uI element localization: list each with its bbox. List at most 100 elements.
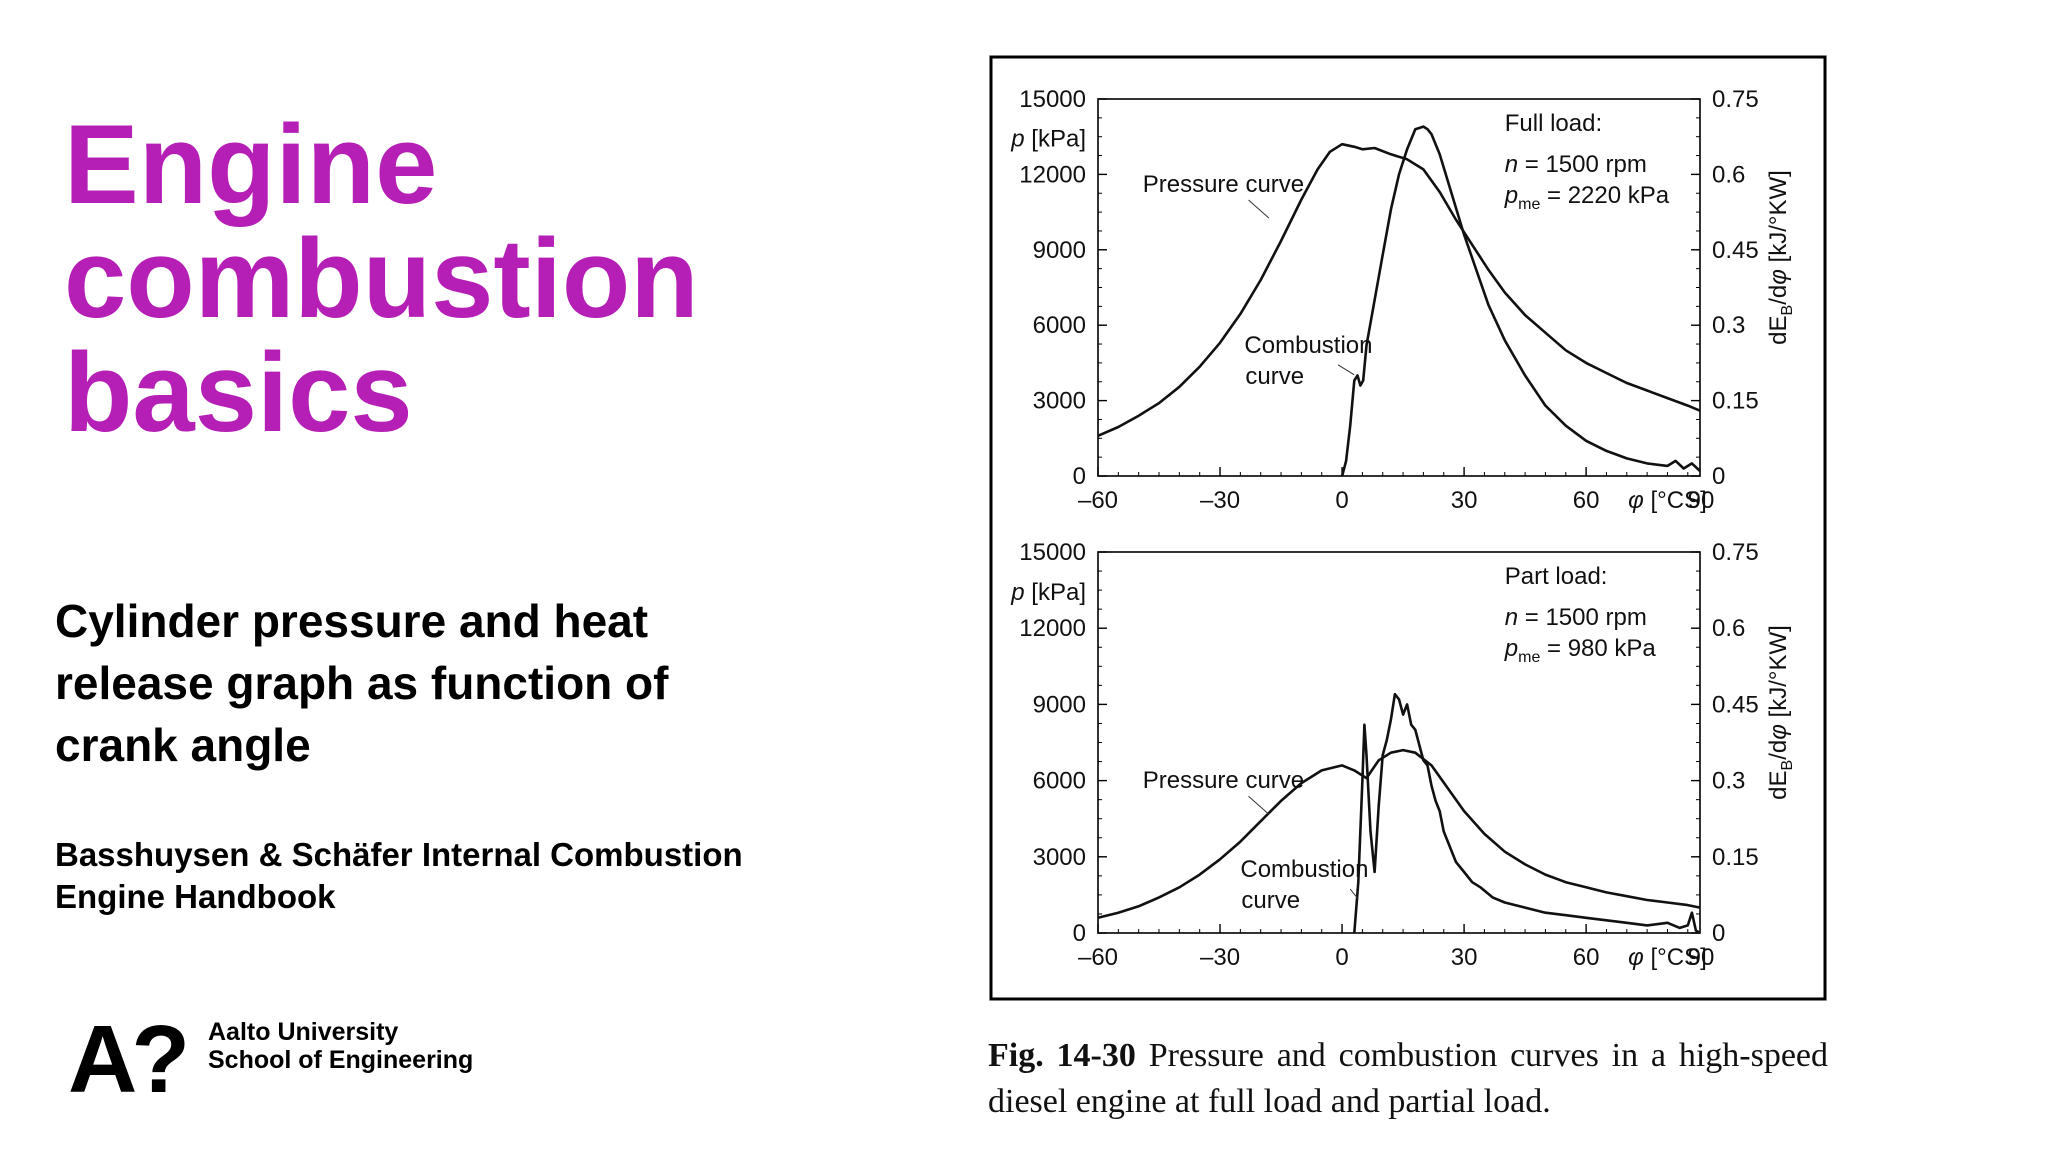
- y-left-tick-label: 12000: [1019, 615, 1086, 642]
- figure: –60 –30 0 30 60 φ [°CS]9003000600090001200015…: [989, 55, 1827, 1001]
- x-end-tick-label: 90: [1688, 944, 1715, 971]
- x-tick-label: –60: [1078, 944, 1118, 971]
- combustion-curve-label: curve: [1241, 887, 1300, 914]
- speed-value: = 1500 rpm: [1518, 151, 1647, 178]
- logo-text: Aalto University School of Engineering: [208, 1018, 473, 1074]
- y-right-axis-label: dEB/dφ [kJ/°KW]: [1765, 170, 1796, 345]
- combustion-curve-line: [1340, 125, 1701, 477]
- speed-annotation: n = 1500 rpm: [1505, 604, 1647, 631]
- x-end-tick-label: 90: [1688, 487, 1715, 514]
- y-right-tick-label: 0.6: [1712, 615, 1745, 642]
- y-right-tick-label: 0.3: [1712, 768, 1745, 795]
- y-left-tick-label: 15000: [1019, 86, 1086, 113]
- y-left-tick-label: 0: [1073, 920, 1086, 947]
- y-right-axis-subscript: B: [1779, 760, 1796, 771]
- y-left-axis-unit: [kPa]: [1025, 125, 1086, 152]
- y-left-axis-label: p [kPa]: [1010, 579, 1086, 606]
- y-right-axis-unit: [kJ/°KW]: [1765, 625, 1792, 724]
- reference-line: Engine Handbook: [55, 878, 336, 915]
- y-right-axis-slash: /d: [1765, 740, 1792, 760]
- combustion-curve-label: Combustion: [1244, 332, 1372, 359]
- y-left-tick-label: 6000: [1033, 312, 1086, 339]
- pressure-curve-label: Pressure curve: [1143, 767, 1304, 794]
- x-axis-symbol: φ: [1628, 487, 1644, 514]
- speed-annotation: n = 1500 rpm: [1505, 151, 1647, 178]
- speed-variable: n: [1505, 604, 1518, 631]
- y-right-axis-numerator: dE: [1765, 315, 1792, 344]
- y-right-tick-label: 0.15: [1712, 844, 1759, 871]
- y-right-tick-label: 0.15: [1712, 388, 1759, 415]
- source-reference: Basshuysen & Schäfer Internal Combustion…: [55, 834, 815, 918]
- y-left-tick-label: 12000: [1019, 161, 1086, 188]
- x-axis-unit: [°CS]: [1644, 944, 1707, 971]
- y-right-axis-unit: [kJ/°KW]: [1765, 170, 1792, 269]
- pressure-label-leader: [1248, 795, 1270, 815]
- combustion-curve-label: Combustion: [1240, 856, 1368, 883]
- y-right-tick-label: 0.3: [1712, 312, 1745, 339]
- mean-pressure-value: = 980 kPa: [1540, 635, 1656, 662]
- figure-frame: [989, 55, 1827, 1001]
- x-axis-label: φ [°CS]: [1628, 487, 1707, 514]
- combustion-label-leader: [1349, 888, 1359, 900]
- y-right-tick-label: 0.45: [1712, 237, 1759, 264]
- y-left-axis-label: p [kPa]: [1010, 125, 1086, 152]
- combustion-curve-label: curve: [1245, 363, 1304, 390]
- subtitle-line: Cylinder pressure and heat: [55, 595, 649, 647]
- logo-university: Aalto University: [208, 1018, 399, 1046]
- mean-pressure-variable: p: [1504, 182, 1518, 209]
- x-tick-label: 60: [1573, 487, 1600, 514]
- caption-figure-number: Fig. 14-30: [988, 1037, 1136, 1074]
- title-line: basics: [64, 330, 413, 455]
- aalto-logo: A?: [68, 1018, 188, 1096]
- x-axis-unit: [°CS]: [1644, 487, 1707, 514]
- y-right-axis-subscript: B: [1779, 305, 1796, 316]
- y-right-axis-symbol: φ: [1765, 724, 1792, 740]
- y-right-axis-label: dEB/dφ [kJ/°KW]: [1765, 625, 1796, 800]
- title-line: combustion: [64, 216, 699, 341]
- slide-title: Engine combustion basics: [64, 108, 699, 450]
- load-heading: Full load:: [1505, 110, 1602, 137]
- y-left-tick-label: 3000: [1033, 388, 1086, 415]
- y-left-tick-label: 6000: [1033, 768, 1086, 795]
- logo-school: School of Engineering: [208, 1046, 474, 1074]
- caption-text: Pressure and combustion curves in a high…: [988, 1037, 1829, 1120]
- y-right-axis-numerator: dE: [1765, 770, 1792, 799]
- x-tick-label: –30: [1200, 487, 1240, 514]
- y-left-tick-label: 15000: [1019, 539, 1086, 566]
- pressure-curve-line: [1097, 142, 1701, 437]
- part-load-chart: –60 –30 0 30 60 φ [°CS]9003000600090001200015…: [1010, 539, 1796, 971]
- combustion-label-leader: [1337, 364, 1355, 376]
- y-right-tick-label: 0.75: [1712, 86, 1759, 113]
- mean-pressure-value: = 2220 kPa: [1540, 182, 1669, 209]
- x-axis-symbol: φ: [1628, 944, 1644, 971]
- y-right-tick-label: 0.45: [1712, 691, 1759, 718]
- y-right-axis-symbol: φ: [1765, 269, 1792, 285]
- y-right-tick-label: 0.6: [1712, 161, 1745, 188]
- figure-caption: Fig. 14-30 Pressure and combustion curve…: [988, 1033, 1828, 1125]
- mean-pressure-subscript: me: [1518, 649, 1540, 666]
- subtitle-line: crank angle: [55, 719, 311, 771]
- y-right-tick-label: 0: [1712, 920, 1725, 947]
- mean-pressure-annotation: pme = 980 kPa: [1504, 635, 1657, 666]
- y-right-tick-label: 0.75: [1712, 539, 1759, 566]
- y-left-tick-label: 9000: [1033, 691, 1086, 718]
- pressure-curve-label: Pressure curve: [1143, 171, 1304, 198]
- mean-pressure-variable: p: [1504, 635, 1518, 662]
- load-heading: Part load:: [1505, 563, 1608, 590]
- y-left-axis-unit: [kPa]: [1025, 579, 1086, 606]
- reference-line: Basshuysen & Schäfer Internal Combustion: [55, 836, 743, 873]
- full-load-chart: –60 –30 0 30 60 φ [°CS]9003000600090001200015…: [1010, 86, 1796, 514]
- y-right-tick-label: 0: [1712, 463, 1725, 490]
- title-line: Engine: [64, 102, 438, 227]
- slide-subtitle: Cylinder pressure and heat release graph…: [55, 590, 775, 776]
- y-left-tick-label: 0: [1073, 463, 1086, 490]
- speed-value: = 1500 rpm: [1518, 604, 1647, 631]
- x-tick-label: 0: [1335, 944, 1348, 971]
- pressure-label-leader: [1248, 199, 1270, 219]
- y-right-axis-slash: /d: [1765, 285, 1792, 305]
- pressure-curve-line: [1097, 748, 1701, 920]
- subtitle-line: release graph as function of: [55, 657, 669, 709]
- speed-variable: n: [1505, 151, 1518, 178]
- y-left-tick-label: 9000: [1033, 237, 1086, 264]
- y-left-tick-label: 3000: [1033, 844, 1086, 871]
